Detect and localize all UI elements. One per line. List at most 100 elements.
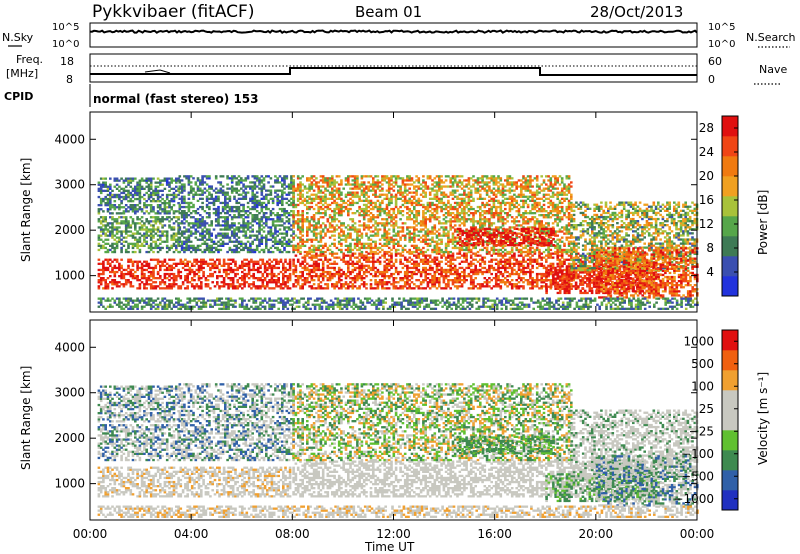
power-cell bbox=[351, 254, 355, 257]
power-cell bbox=[281, 244, 284, 247]
power-cell bbox=[570, 272, 573, 276]
power-cell bbox=[310, 199, 314, 202]
power-cell bbox=[337, 277, 341, 280]
power-cell bbox=[227, 272, 230, 276]
power-cell bbox=[303, 185, 307, 188]
power-cell bbox=[208, 232, 211, 235]
power-cell bbox=[111, 279, 114, 282]
power-cell bbox=[279, 283, 283, 286]
power-cell bbox=[237, 222, 241, 225]
power-cell bbox=[106, 242, 110, 245]
power-cell bbox=[172, 258, 176, 261]
power-cell bbox=[520, 254, 523, 257]
power-cell bbox=[238, 277, 242, 280]
power-cell bbox=[551, 283, 555, 286]
power-cell bbox=[229, 279, 233, 282]
power-cell bbox=[497, 268, 500, 272]
power-cell bbox=[214, 214, 218, 217]
power-cell bbox=[131, 234, 135, 237]
power-cell bbox=[165, 238, 169, 241]
power-cell bbox=[331, 226, 334, 229]
power-cell bbox=[347, 283, 350, 286]
power-cell bbox=[246, 210, 250, 213]
power-cell bbox=[240, 242, 243, 245]
power-cell bbox=[109, 258, 112, 261]
power-cell bbox=[306, 232, 309, 235]
power-cell bbox=[102, 244, 105, 247]
power-cell bbox=[333, 262, 336, 265]
power-cell bbox=[278, 181, 282, 184]
power-cell bbox=[501, 279, 505, 282]
power-cell bbox=[251, 207, 254, 211]
power-cell bbox=[349, 207, 352, 211]
power-cell bbox=[106, 258, 110, 261]
power-cell bbox=[342, 187, 345, 190]
power-cell bbox=[282, 264, 285, 267]
power-cell bbox=[356, 240, 359, 243]
power-cell bbox=[351, 187, 355, 190]
power-cell bbox=[127, 181, 130, 184]
power-cell bbox=[508, 256, 512, 259]
power-cell bbox=[340, 285, 343, 288]
power-cell bbox=[175, 238, 178, 241]
power-cell bbox=[567, 266, 571, 270]
power-cell bbox=[189, 205, 193, 209]
power-cell bbox=[326, 181, 330, 184]
power-cell bbox=[342, 260, 345, 263]
power-cell bbox=[481, 256, 484, 259]
power-cell bbox=[435, 266, 439, 270]
power-cell bbox=[149, 234, 153, 237]
power-cell bbox=[331, 262, 334, 265]
power-cell bbox=[262, 205, 266, 209]
noise-left-tick-bottom: 10^0 bbox=[52, 39, 79, 50]
power-cell bbox=[360, 277, 364, 280]
power-cell bbox=[193, 272, 196, 276]
power-cell bbox=[347, 254, 350, 257]
power-cell bbox=[178, 181, 182, 184]
power-cell bbox=[385, 287, 389, 290]
power-cell bbox=[260, 220, 264, 223]
power-cell bbox=[517, 266, 521, 270]
power-cell bbox=[401, 285, 405, 288]
power-cell bbox=[296, 218, 300, 221]
power-cell bbox=[156, 270, 160, 274]
power-cell bbox=[161, 279, 164, 282]
power-cell bbox=[390, 220, 393, 223]
power-cell bbox=[104, 226, 107, 229]
power-cell bbox=[115, 228, 119, 231]
power-cell bbox=[170, 181, 173, 184]
power-cell bbox=[317, 212, 320, 215]
power-cell bbox=[109, 230, 112, 233]
power-cell bbox=[195, 258, 199, 261]
power-cell bbox=[331, 275, 334, 278]
power-cell bbox=[269, 212, 273, 215]
power-cell bbox=[267, 201, 270, 205]
power-cell bbox=[319, 175, 323, 178]
power-heatmap bbox=[97, 175, 699, 310]
power-cell bbox=[342, 238, 345, 241]
power-cell bbox=[204, 285, 208, 288]
power-cell bbox=[97, 268, 101, 272]
power-cell bbox=[210, 193, 213, 196]
power-cell bbox=[301, 201, 304, 205]
power-cell bbox=[347, 179, 350, 182]
power-cell bbox=[206, 279, 210, 282]
power-cell bbox=[124, 220, 128, 223]
power-cell bbox=[356, 238, 359, 241]
power-cell bbox=[353, 277, 357, 280]
power-cell bbox=[140, 270, 144, 274]
power-cell bbox=[608, 254, 612, 257]
power-cell bbox=[120, 234, 123, 237]
power-cell bbox=[324, 226, 327, 229]
power-cell bbox=[180, 179, 184, 182]
power-cell bbox=[99, 283, 103, 286]
power-cell bbox=[372, 254, 375, 257]
power-cell bbox=[522, 266, 525, 270]
power-cell bbox=[387, 181, 391, 184]
power-cell bbox=[190, 285, 194, 288]
power-cell bbox=[410, 266, 414, 270]
power-cell bbox=[183, 230, 186, 233]
power-cell bbox=[299, 236, 302, 239]
power-cell bbox=[234, 264, 237, 267]
power-cell bbox=[277, 272, 280, 276]
